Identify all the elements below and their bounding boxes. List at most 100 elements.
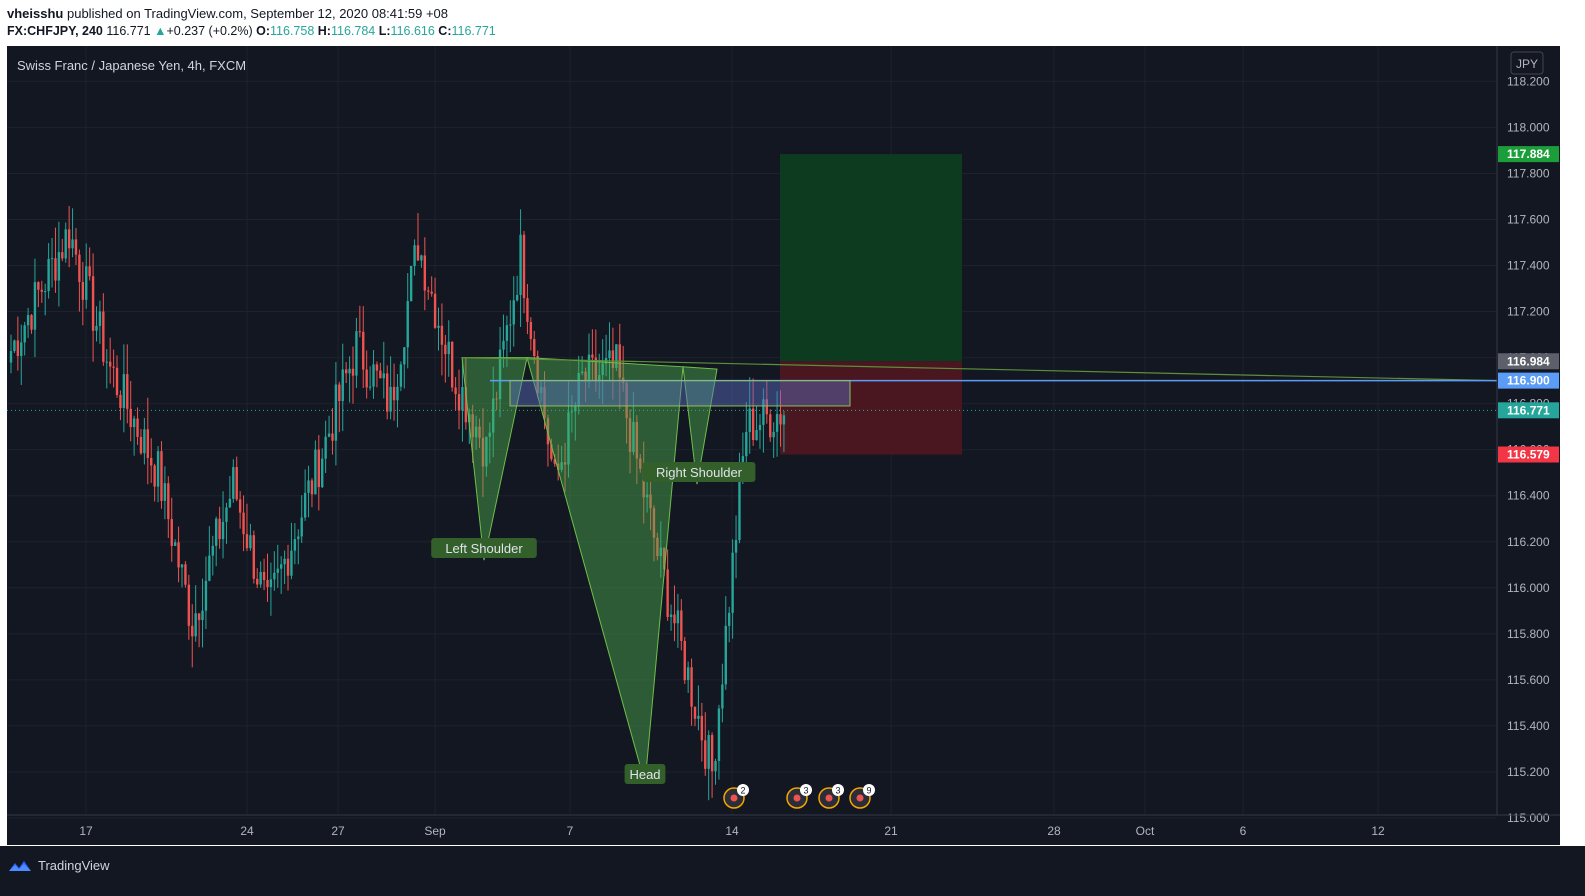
low-value: 116.616 <box>390 24 435 38</box>
candle-body <box>485 436 488 467</box>
chart-area[interactable]: Left Shoulder Head Right Shoulder 2 3 3 9 Swiss… <box>7 46 1560 845</box>
candle-body <box>464 387 468 423</box>
candle-body <box>355 331 358 376</box>
candle-body <box>758 424 762 431</box>
candle-body <box>232 467 235 499</box>
candle-body <box>303 492 307 518</box>
candle-body <box>115 367 119 396</box>
candle-body <box>495 398 498 400</box>
price-chart[interactable]: Left Shoulder Head Right Shoulder 2 3 3 9 Swiss… <box>7 46 1560 845</box>
candle-body <box>180 564 184 568</box>
candle-body <box>379 370 382 379</box>
candle-body <box>601 363 604 375</box>
price-label-bg <box>1498 353 1559 370</box>
stop-zone <box>780 361 962 455</box>
candle-body <box>167 483 170 520</box>
candle-body <box>208 555 211 581</box>
candle-body <box>539 387 543 393</box>
candle-body <box>386 373 389 412</box>
candle-body <box>204 580 208 611</box>
target-zone <box>780 154 962 362</box>
open-value: 116.758 <box>270 24 315 38</box>
candle-body <box>666 569 669 617</box>
candle-body <box>488 432 491 437</box>
y-tick-label: 116.400 <box>1507 489 1550 503</box>
candle-body <box>478 426 481 438</box>
last-price: 116.771 <box>106 24 151 38</box>
candle-body <box>389 386 392 412</box>
candle-body <box>659 547 662 557</box>
x-tick-label: 14 <box>725 824 739 838</box>
candle-body <box>615 344 618 368</box>
candle-body <box>249 535 252 549</box>
y-tick-label: 117.200 <box>1507 305 1550 319</box>
candle-body <box>533 338 536 357</box>
candle-body <box>338 384 341 402</box>
candle-body <box>146 429 149 459</box>
x-tick-label: 27 <box>331 824 345 838</box>
candle-body <box>331 433 334 441</box>
candle-body <box>160 451 163 501</box>
candle-body <box>427 290 430 292</box>
candle-body <box>16 340 20 356</box>
candle-body <box>57 252 61 281</box>
candle-body <box>50 258 54 260</box>
candle-body <box>628 418 632 452</box>
candle-body <box>47 258 50 292</box>
candle-body <box>683 640 686 681</box>
candle-body <box>580 371 584 373</box>
candle-body <box>635 421 639 459</box>
y-tick-label: 117.600 <box>1507 212 1550 226</box>
candle-body <box>450 341 454 388</box>
candle-body <box>91 276 95 331</box>
candle-body <box>550 444 553 460</box>
neckline <box>461 357 1498 382</box>
candle-body <box>707 735 710 769</box>
candle-body <box>150 458 153 466</box>
candle-body <box>505 325 509 341</box>
price-change: +0.237 (+0.2%) <box>166 24 253 38</box>
candle-body <box>273 572 276 580</box>
candle-body <box>54 258 57 281</box>
close-value: 116.771 <box>451 24 496 38</box>
candle-body <box>136 418 139 437</box>
event-count-badge <box>863 784 875 796</box>
publish-header: vheisshu published on TradingView.com, S… <box>0 0 1585 46</box>
candle-body <box>471 414 474 438</box>
candle-body <box>587 354 591 382</box>
candle-body <box>98 311 102 326</box>
right-shoulder-shape <box>682 366 718 485</box>
candle-body <box>13 340 16 352</box>
candle-body <box>632 421 635 452</box>
brand[interactable]: TradingView <box>8 858 110 873</box>
x-tick-label: 17 <box>79 824 93 838</box>
candle-body <box>23 325 26 343</box>
candle-body <box>642 468 645 498</box>
high-label: H: <box>317 24 331 38</box>
event-count-badge <box>737 784 749 796</box>
candle-body <box>37 282 40 290</box>
author-name[interactable]: vheisshu <box>7 6 64 21</box>
candle-body <box>30 315 33 330</box>
candle-body <box>88 266 91 277</box>
candle-body <box>574 406 577 412</box>
candle-body <box>20 342 23 356</box>
candle-body <box>440 325 444 345</box>
candle-body <box>348 368 351 374</box>
symbol-label: FX:CHFJPY, 240 <box>7 24 103 38</box>
candle-body <box>235 467 238 500</box>
candle-body <box>372 364 375 387</box>
candle-body <box>649 494 652 509</box>
candle-body <box>221 521 225 540</box>
high-value: 116.784 <box>330 24 376 38</box>
candle-body <box>645 494 649 498</box>
candle-body <box>557 463 560 470</box>
candle-body <box>129 408 132 428</box>
candle-body <box>334 384 338 441</box>
candle-body <box>194 613 197 637</box>
price-label: 116.771 <box>1507 403 1550 417</box>
candle-body <box>656 537 659 557</box>
candle-body <box>242 512 245 535</box>
pattern-label: Left Shoulder <box>445 541 523 556</box>
candle-body <box>317 449 320 488</box>
